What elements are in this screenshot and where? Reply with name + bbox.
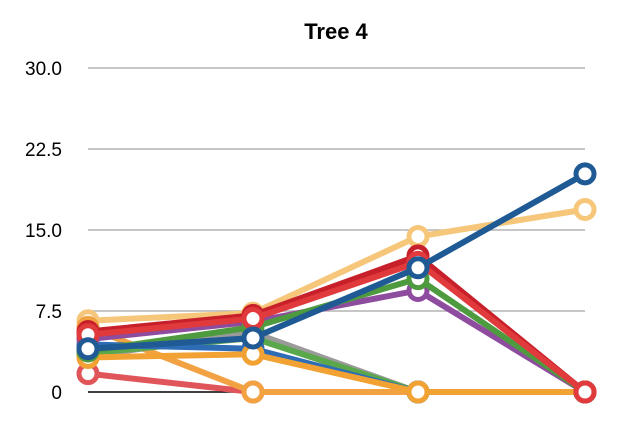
data-point	[406, 256, 430, 280]
y-axis-ticks: 0 7.5 15.0 22.5 30.0	[25, 59, 62, 404]
y-tick-label: 30.0	[25, 59, 62, 80]
series-group	[76, 162, 597, 404]
series-line	[85, 351, 588, 395]
series-10	[76, 244, 597, 404]
data-point	[76, 337, 100, 361]
data-point	[406, 224, 430, 248]
y-tick-label: 15.0	[25, 221, 62, 242]
series-line	[85, 170, 588, 352]
series-line	[85, 259, 588, 395]
data-point	[573, 197, 597, 221]
y-tick-label: 7.5	[36, 302, 62, 323]
chart-title: Tree 4	[304, 19, 368, 44]
data-point	[241, 326, 265, 350]
data-point	[573, 380, 597, 404]
data-point	[241, 380, 265, 404]
series-12	[76, 162, 597, 361]
data-point	[573, 162, 597, 186]
data-point	[406, 380, 430, 404]
y-tick-label: 0	[51, 383, 62, 404]
y-tick-label: 22.5	[25, 140, 62, 161]
data-point	[241, 307, 265, 331]
